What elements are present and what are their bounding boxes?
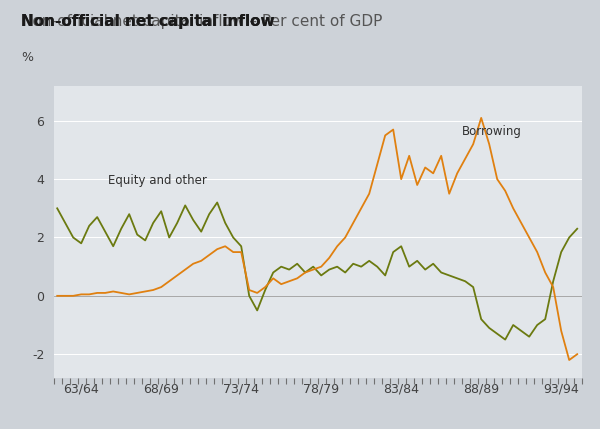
Text: Borrowing: Borrowing (462, 125, 522, 139)
Text: Non-official net capital inflow – Per cent of GDP: Non-official net capital inflow – Per ce… (21, 14, 382, 29)
Text: Non-official net capital inflow: Non-official net capital inflow (21, 14, 275, 29)
Text: Non-official net capital inflow: Non-official net capital inflow (21, 14, 275, 29)
Text: Equity and other: Equity and other (109, 173, 207, 187)
Text: %: % (21, 51, 33, 64)
